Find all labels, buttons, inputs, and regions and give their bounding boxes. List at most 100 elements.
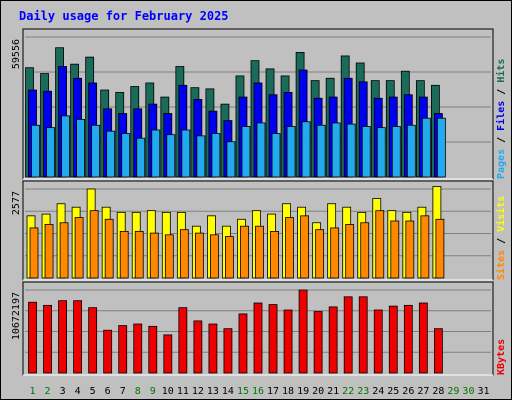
- bar-pages-3: [61, 115, 70, 178]
- bar-kbytes-25: [388, 305, 398, 374]
- bar-sites-24: [375, 210, 385, 279]
- x-tick-label: 17: [267, 386, 279, 397]
- x-tick-label: 8: [135, 386, 141, 397]
- bar-kbytes-7: [118, 325, 128, 374]
- x-tick-label: 22: [342, 386, 354, 397]
- bar-kbytes-11: [178, 307, 188, 374]
- bar-kbytes-14: [223, 328, 233, 374]
- bar-pages-25: [391, 126, 401, 178]
- x-tick-label: 23: [357, 386, 369, 397]
- chart-title: Daily usage for February 2025: [19, 9, 229, 23]
- bar-sites-16: [255, 225, 264, 279]
- x-tick-label: 16: [252, 386, 264, 397]
- bar-pages-24: [376, 127, 386, 178]
- bar-kbytes-10: [163, 334, 173, 374]
- x-tick-label: 9: [150, 386, 156, 397]
- bar-pages-19: [301, 121, 311, 178]
- y-max-label: 2577: [11, 191, 22, 215]
- bar-pages-7: [121, 133, 131, 178]
- bar-sites-20: [315, 229, 325, 279]
- x-tick-label: 12: [192, 386, 204, 397]
- x-tick-label: 6: [105, 386, 111, 397]
- bar-pages-9: [151, 129, 161, 178]
- legend-visits-sites: Sites / Visits: [495, 196, 507, 280]
- bar-sites-11: [179, 229, 189, 279]
- legend-entry: Hits: [495, 59, 507, 83]
- bar-sites-22: [345, 224, 355, 279]
- bar-kbytes-27: [418, 302, 428, 374]
- bar-sites-7: [119, 230, 129, 279]
- x-tick-label: 2: [45, 386, 51, 397]
- x-tick-label: 18: [282, 386, 294, 397]
- bar-kbytes-24: [373, 309, 383, 374]
- bar-sites-19: [300, 215, 309, 279]
- bar-kbytes-20: [313, 311, 323, 374]
- bar-kbytes-5: [88, 307, 98, 374]
- bar-sites-6: [104, 218, 114, 279]
- bar-pages-20: [316, 124, 326, 178]
- bar-sites-25: [390, 220, 400, 279]
- x-tick-label: 10: [162, 386, 174, 397]
- bar-sites-21: [330, 227, 340, 279]
- x-tick-label: 14: [222, 386, 234, 397]
- legend-entry: /: [496, 232, 507, 250]
- bar-sites-27: [420, 215, 430, 279]
- x-tick-label: 19: [297, 386, 309, 397]
- bar-pages-12: [196, 135, 206, 178]
- bar-sites-12: [194, 232, 204, 279]
- x-tick-label: 11: [177, 386, 189, 397]
- x-tick-label: 5: [90, 386, 96, 397]
- legend-entry: /: [496, 83, 507, 101]
- bar-sites-13: [210, 234, 219, 279]
- x-tick-label: 21: [327, 386, 339, 397]
- bar-pages-4: [76, 119, 86, 178]
- legend-entry: Files: [495, 101, 507, 131]
- bar-kbytes-16: [253, 302, 263, 374]
- x-tick-label: 3: [60, 386, 66, 397]
- bar-kbytes-17: [268, 304, 278, 374]
- x-tick-label: 15: [237, 386, 249, 397]
- bar-pages-11: [181, 129, 191, 178]
- y-max-label: 59556: [11, 39, 22, 69]
- x-tick-label: 30: [462, 386, 474, 397]
- bar-kbytes-6: [103, 329, 113, 374]
- bar-pages-21: [331, 122, 341, 178]
- bar-sites-1: [29, 227, 39, 279]
- bar-pages-1: [31, 124, 40, 178]
- bar-kbytes-13: [208, 323, 218, 374]
- bar-kbytes-3: [58, 300, 67, 374]
- legend-entry: KBytes: [496, 339, 507, 375]
- legend-kbytes: KBytes: [496, 339, 507, 375]
- bar-pages-22: [346, 123, 356, 178]
- x-tick-label: 4: [75, 386, 81, 397]
- bar-pages-18: [286, 126, 296, 178]
- bar-sites-18: [285, 217, 294, 279]
- x-tick-label: 26: [402, 386, 414, 397]
- bar-sites-9: [149, 232, 159, 279]
- legend-entry: Pages: [496, 149, 507, 179]
- bar-kbytes-9: [148, 325, 158, 374]
- bar-kbytes-26: [403, 304, 413, 374]
- bar-pages-17: [271, 133, 281, 178]
- x-tick-label: 28: [432, 386, 444, 397]
- bar-sites-14: [225, 236, 234, 279]
- bar-sites-3: [59, 222, 69, 279]
- bar-kbytes-4: [73, 300, 83, 374]
- bar-sites-28: [435, 218, 445, 279]
- bar-pages-2: [46, 127, 55, 178]
- bar-pages-13: [211, 133, 221, 178]
- x-tick-label: 25: [387, 386, 399, 397]
- bar-kbytes-15: [238, 313, 248, 374]
- bar-sites-8: [134, 230, 144, 279]
- bar-pages-15: [241, 126, 251, 178]
- bar-sites-26: [405, 220, 415, 279]
- bar-kbytes-19: [298, 289, 308, 374]
- x-tick-label: 24: [372, 386, 384, 397]
- x-tick-label: 31: [477, 386, 489, 397]
- bar-kbytes-22: [343, 296, 353, 374]
- bar-kbytes-12: [193, 320, 203, 374]
- bar-sites-17: [270, 230, 279, 279]
- x-tick-label: 1: [30, 386, 36, 397]
- bar-pages-26: [406, 124, 416, 178]
